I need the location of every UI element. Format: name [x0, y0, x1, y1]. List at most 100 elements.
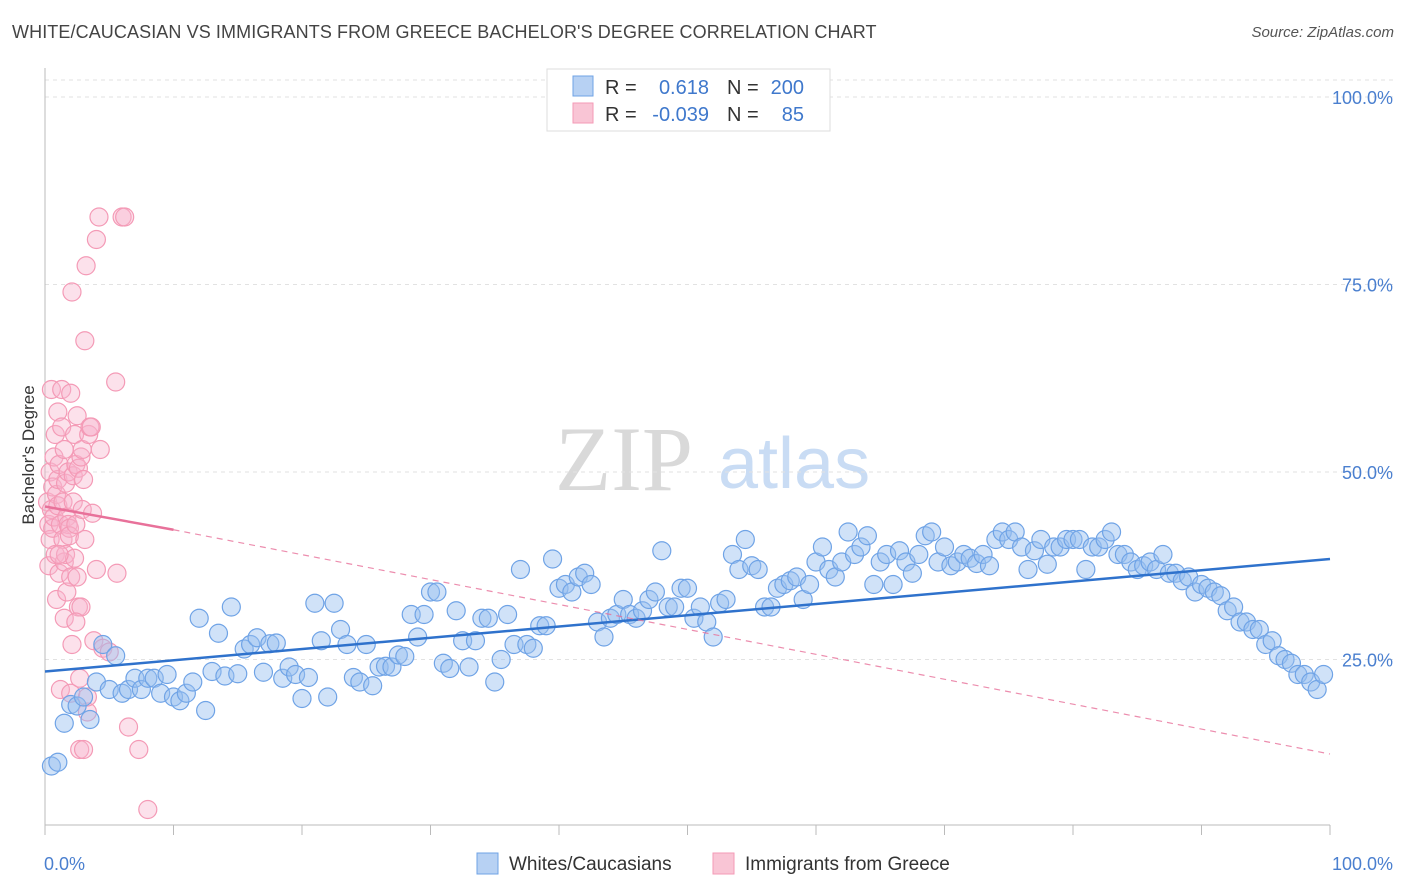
blue-point-118: [799, 574, 820, 595]
blue-point-2: [54, 713, 74, 733]
blue-point-103: [703, 627, 723, 647]
blue-point-40: [298, 667, 319, 688]
blue-point-5: [73, 687, 94, 707]
watermark-atlas: atlas: [718, 424, 870, 504]
legend-r-label-2: R =: [605, 104, 637, 126]
pink-point-73: [90, 439, 110, 460]
blue-point-97: [665, 597, 685, 617]
blue-point-35: [266, 633, 286, 653]
blue-point-151: [1011, 537, 1032, 557]
legend-box: [546, 68, 831, 132]
blue-point-57: [408, 627, 428, 647]
blue-point-168: [1121, 552, 1141, 572]
bottom-legend-whites: Whites/Caucasians: [509, 854, 672, 875]
blue-point-8: [93, 634, 113, 655]
blue-point-94: [645, 582, 665, 602]
blue-point-26: [208, 623, 229, 643]
blue-point-41: [305, 593, 325, 613]
blue-point-1: [48, 752, 68, 772]
blue-point-17: [151, 683, 171, 703]
y-tick-label-3: 25.0%: [1342, 651, 1393, 671]
legend-n-value-1: 200: [771, 77, 804, 99]
pink-point-36: [59, 526, 80, 546]
blue-point-165: [1101, 522, 1122, 542]
blue-point-69: [485, 672, 505, 692]
blue-point-73: [510, 559, 531, 580]
blue-point-10: [106, 646, 126, 666]
pink-point-6: [41, 379, 62, 400]
blue-point-143: [960, 548, 980, 568]
blue-point-152: [1018, 559, 1038, 580]
blue-point-18: [157, 664, 177, 685]
pink-point-14: [46, 589, 67, 610]
blue-point-66: [465, 631, 486, 651]
blue-point-178: [1185, 582, 1205, 602]
pink-point-40: [62, 282, 82, 302]
bottom-legend-swatch-pink: [712, 852, 735, 875]
y-tick-label-2: 50.0%: [1342, 463, 1393, 483]
legend-n-label-2: N =: [727, 104, 759, 126]
pink-point-45: [64, 424, 85, 445]
correlation-legend: R = 0.618 N = 200 R = -0.039 N = 85: [546, 68, 831, 132]
legend-n-label-1: N =: [727, 77, 759, 99]
blue-point-70: [491, 649, 511, 670]
blue-point-83: [575, 563, 595, 583]
pink-point-48: [67, 406, 87, 426]
trend-lines: [44, 505, 1331, 755]
blue-point-23: [189, 608, 209, 628]
pink-point-80: [118, 717, 139, 737]
blue-point-39: [292, 688, 312, 709]
blue-point-44: [324, 593, 344, 613]
blue-point-105: [716, 589, 736, 610]
blue-point-63: [446, 601, 466, 621]
pink-point-59: [73, 469, 94, 490]
legend-swatch-blue: [572, 75, 594, 97]
pink-point-44: [64, 548, 85, 568]
pink-point-81: [129, 739, 149, 760]
blue-point-163: [1089, 537, 1109, 557]
blue-point-129: [870, 552, 890, 572]
pink-point-53: [70, 668, 90, 688]
blue-point-126: [851, 537, 871, 557]
pink-point-71: [86, 559, 107, 580]
blue-point-108: [735, 529, 755, 550]
blue-point-15: [138, 668, 158, 688]
pink-point-84: [66, 612, 86, 632]
blue-point-98: [671, 578, 691, 598]
blue-point-131: [883, 574, 903, 595]
pink-point-70: [86, 229, 107, 250]
axes: [44, 68, 1331, 835]
blue-point-127: [857, 526, 878, 546]
pink-point-54: [71, 597, 91, 617]
y-tick-label-0: 100.0%: [1332, 88, 1393, 108]
blue-point-125: [844, 544, 865, 565]
chart-title: WHITE/CAUCASIAN VS IMMIGRANTS FROM GREEC…: [12, 22, 877, 42]
blue-point-195: [1294, 664, 1314, 685]
blue-point-24: [196, 700, 216, 721]
blue-point-36: [273, 668, 293, 688]
blue-point-193: [1281, 653, 1302, 673]
blue-point-187: [1243, 619, 1263, 640]
pink-point-72: [89, 207, 109, 227]
pink-point-49: [67, 567, 87, 587]
bottom-legend-greece: Immigrants from Greece: [745, 854, 950, 875]
pink-point-55: [71, 447, 91, 467]
pink-point-27: [54, 608, 74, 628]
y-axis-title: Bachelor's Degree: [19, 385, 38, 524]
blue-point-62: [440, 658, 460, 679]
blue-point-67: [472, 608, 492, 628]
blue-point-33: [253, 662, 274, 682]
legend-swatch-pink: [572, 102, 594, 124]
blue-point-59: [420, 582, 441, 602]
blue-point-146: [979, 556, 1000, 576]
watermark-zip: ZIP: [555, 408, 693, 510]
series-legend: Whites/Caucasians Immigrants from Greece: [476, 852, 950, 875]
blue-point-130: [877, 544, 897, 565]
pink-point-33: [58, 462, 78, 482]
blue-point-173: [1153, 544, 1173, 565]
blue-point-55: [395, 646, 415, 667]
pink-trend-line: [44, 505, 174, 531]
blue-point-107: [729, 559, 749, 580]
blue-point-139: [934, 537, 955, 557]
pink-point-60: [75, 331, 95, 351]
